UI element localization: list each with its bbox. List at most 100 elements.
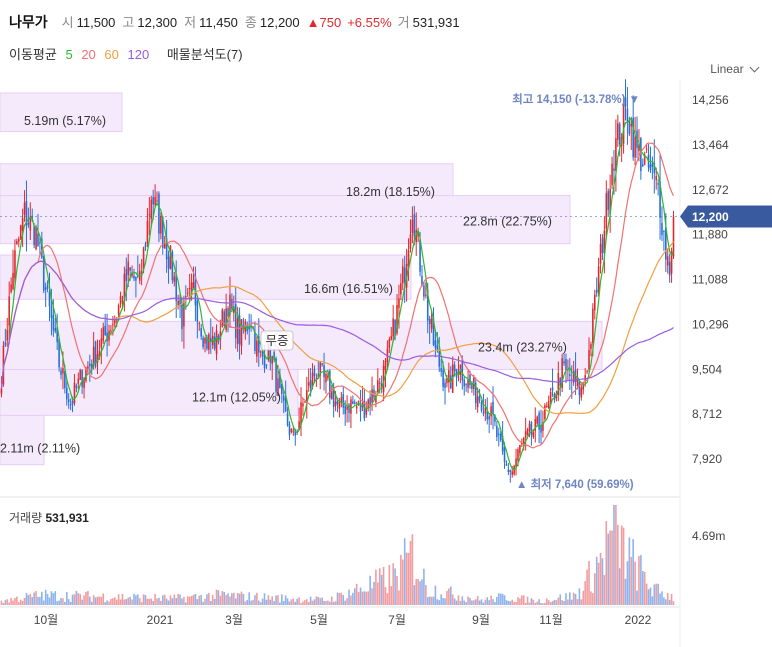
volume-bar: [400, 554, 402, 605]
volume-bar: [438, 600, 441, 605]
volume-bar: [334, 601, 337, 605]
candle-body: [446, 378, 448, 384]
candle-body: [202, 337, 204, 347]
volume-bar: [419, 581, 421, 605]
candle-body: [601, 238, 604, 253]
volume-bar: [158, 597, 160, 605]
scale-toggle-button[interactable]: Linear: [710, 62, 760, 76]
candle-body: [549, 391, 552, 402]
volume-bar: [115, 599, 118, 605]
volume-bar: [407, 552, 410, 605]
volume-bar: [534, 602, 537, 605]
candle-body: [526, 429, 529, 435]
volume-bar: [198, 595, 201, 605]
event-annotation-box[interactable]: [260, 330, 294, 351]
volume-bar: [246, 599, 249, 605]
candle-body: [12, 272, 14, 290]
volume-label: 거: [397, 15, 410, 30]
candle-body: [632, 117, 634, 158]
candle-body: [597, 266, 600, 292]
volume-bar: [160, 600, 162, 605]
candle-body: [465, 383, 467, 385]
candle-body: [89, 363, 91, 366]
volume-bar: [348, 589, 350, 605]
x-tick-label: 9월: [472, 613, 490, 627]
candle-body: [144, 244, 147, 248]
candle-body: [52, 314, 55, 331]
volume-bar: [14, 598, 16, 605]
volume-bar: [64, 601, 66, 605]
volume-bar: [405, 552, 408, 605]
y-tick-label: 14,256: [692, 93, 729, 107]
candle-body: [181, 302, 183, 330]
volume-bar: [540, 602, 542, 605]
change-percent: +6.55%: [347, 15, 392, 30]
volume-y-tick: 4.69m: [692, 529, 725, 543]
candle-body: [507, 469, 510, 472]
stock-name: 나무가: [9, 14, 48, 30]
volume-bar: [509, 601, 512, 605]
volume-bar: [177, 593, 179, 605]
candle-body: [62, 368, 64, 374]
candle-body: [603, 230, 606, 254]
volume-bar: [6, 599, 9, 605]
candle-body: [338, 402, 341, 409]
indicator-legend[interactable]: 이동평균 5 20 60 120 매물분석도(7): [9, 44, 248, 63]
volume-bar: [213, 598, 216, 605]
candle-body: [65, 387, 68, 400]
volume-bar: [536, 601, 538, 605]
volume-bar: [163, 594, 166, 605]
volume-bar: [161, 595, 164, 605]
ma60-legend: 60: [104, 47, 119, 62]
candle-body: [250, 325, 252, 328]
candle-body: [440, 368, 442, 372]
volume-bar: [286, 598, 289, 605]
candle-body: [536, 416, 538, 424]
volume-bar: [31, 597, 34, 605]
volume-bar: [511, 599, 514, 605]
volume-bar: [382, 566, 385, 605]
candle-body: [14, 250, 16, 279]
candle-body: [290, 429, 293, 432]
volume-bar: [574, 593, 577, 605]
volume-bar: [392, 563, 394, 605]
candle-body: [282, 395, 285, 401]
candle-body: [92, 346, 95, 366]
volume-bar: [457, 595, 460, 605]
volume-bar: [69, 601, 72, 605]
volume-bar: [81, 599, 83, 605]
close-value: 12,200: [259, 15, 300, 30]
volume-bar: [315, 596, 318, 605]
volume-bar: [607, 533, 610, 605]
volume-profile-bar: [0, 195, 571, 245]
volume-bar: [522, 595, 525, 605]
candle-body: [148, 214, 151, 216]
candle-body: [352, 401, 354, 404]
candle-body: [400, 283, 402, 295]
candle-body: [298, 421, 300, 430]
candle-body: [73, 382, 76, 404]
candle-body: [401, 266, 404, 284]
volume-bar: [200, 594, 202, 605]
volume-bar: [85, 591, 87, 605]
ma-label: 이동평균: [9, 47, 57, 62]
candle-body: [29, 216, 32, 231]
volume-bar: [355, 583, 358, 605]
candle-body: [444, 382, 446, 388]
volume-bar: [290, 599, 293, 605]
candle-body: [453, 364, 456, 372]
volume-bar: [357, 591, 360, 605]
volume-bar: [524, 602, 527, 605]
volume-bar: [417, 578, 419, 605]
candle-body: [670, 251, 673, 274]
volume-bar: [202, 601, 204, 605]
candle-body: [382, 365, 385, 393]
candle-body: [482, 412, 485, 415]
volume-bar: [27, 595, 30, 605]
candle-body: [267, 341, 270, 360]
volume-bar: [515, 601, 517, 605]
volume-bar: [521, 595, 523, 605]
candle-body: [135, 276, 137, 281]
volume-bar: [311, 600, 314, 605]
